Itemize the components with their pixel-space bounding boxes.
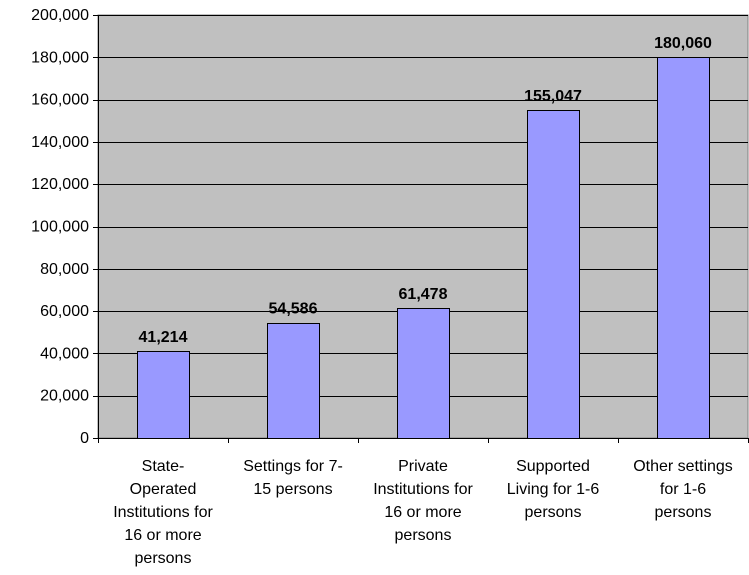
data-label: 54,586 bbox=[269, 301, 318, 318]
category-label-line: persons bbox=[395, 527, 452, 544]
y-tick-label: 0 bbox=[80, 430, 89, 447]
category-label-line: persons bbox=[655, 504, 712, 521]
y-tick-label: 120,000 bbox=[31, 176, 89, 193]
data-label: 155,047 bbox=[524, 88, 582, 105]
data-label: 41,214 bbox=[139, 329, 188, 346]
category-label-line: for 1-6 bbox=[660, 481, 706, 498]
category-label-line: 15 persons bbox=[253, 481, 332, 498]
category-label-line: Institutions for bbox=[373, 481, 473, 498]
category-label-line: Living for 1-6 bbox=[507, 481, 600, 498]
y-tick-label: 200,000 bbox=[31, 7, 89, 24]
bar bbox=[267, 323, 320, 439]
axes bbox=[93, 15, 749, 443]
category-label-line: Other settings bbox=[633, 458, 733, 475]
y-tick-label: 80,000 bbox=[40, 261, 89, 278]
category-label: Other settings for 1-6 persons bbox=[633, 458, 733, 521]
category-label-line: Supported bbox=[516, 458, 590, 475]
data-label: 180,060 bbox=[654, 35, 712, 52]
category-label-line: State- bbox=[142, 458, 185, 475]
bar bbox=[657, 57, 710, 439]
data-labels: 41,214 54,586 61,478 155,047 180,060 bbox=[139, 35, 712, 346]
y-tick-label: 160,000 bbox=[31, 92, 89, 109]
y-tick-label: 20,000 bbox=[40, 388, 89, 405]
bar bbox=[137, 351, 190, 439]
category-label-line: persons bbox=[135, 550, 192, 567]
category-label-line: Private bbox=[398, 458, 448, 475]
category-label-line: 16 or more bbox=[384, 504, 461, 521]
bar bbox=[527, 110, 580, 439]
category-label-line: persons bbox=[525, 504, 582, 521]
category-label: State- Operated Institutions for 16 or more… bbox=[113, 458, 213, 567]
category-label-line: Institutions for bbox=[113, 504, 213, 521]
y-tick-label: 40,000 bbox=[40, 345, 89, 362]
category-labels: State- Operated Institutions for 16 or more… bbox=[113, 458, 733, 567]
gridlines bbox=[98, 15, 748, 397]
y-tick-label: 60,000 bbox=[40, 303, 89, 320]
category-label: Supported Living for 1-6 persons bbox=[507, 458, 600, 521]
y-tick-label: 180,000 bbox=[31, 49, 89, 66]
bar bbox=[397, 308, 450, 439]
data-label: 61,478 bbox=[399, 286, 448, 303]
category-label-line: Settings for 7- bbox=[243, 458, 343, 475]
category-label: Settings for 7- 15 persons bbox=[243, 458, 343, 498]
category-label-line: 16 or more bbox=[124, 527, 201, 544]
y-axis-ticks: 0 20,000 40,000 60,000 80,000 100,000 120,000 1… bbox=[31, 7, 89, 447]
y-tick-label: 140,000 bbox=[31, 134, 89, 151]
category-label-line: Operated bbox=[130, 481, 197, 498]
y-tick-label: 100,000 bbox=[31, 219, 89, 236]
category-label: Private Institutions for 16 or more persons bbox=[373, 458, 473, 544]
